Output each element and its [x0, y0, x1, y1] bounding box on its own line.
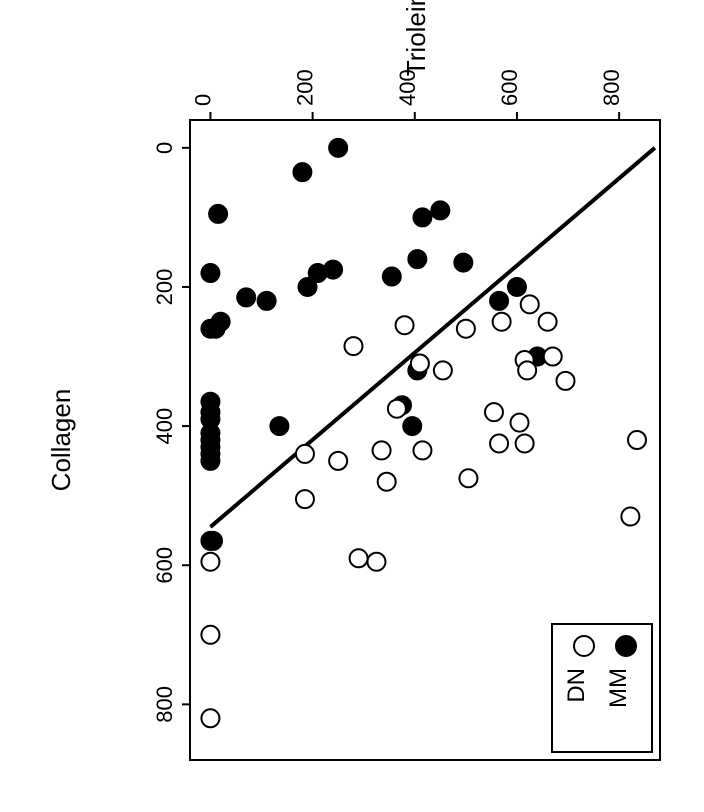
data-point: [388, 400, 406, 418]
x-tick-label: 200: [152, 269, 177, 306]
data-point: [209, 205, 227, 223]
data-point: [296, 445, 314, 463]
x-tick-label: 800: [152, 686, 177, 723]
legend-marker: [574, 636, 594, 656]
x-tick-label: 0: [152, 142, 177, 154]
data-point: [431, 201, 449, 219]
data-point: [413, 441, 431, 459]
data-point: [521, 295, 539, 313]
data-point: [490, 434, 508, 452]
data-point: [201, 264, 219, 282]
data-point: [296, 490, 314, 508]
data-point: [201, 532, 219, 550]
data-point: [621, 508, 639, 526]
data-point: [201, 553, 219, 571]
data-point: [329, 139, 347, 157]
data-point: [237, 288, 255, 306]
data-point: [413, 208, 431, 226]
data-point: [411, 354, 429, 372]
data-point: [383, 268, 401, 286]
data-point: [511, 414, 529, 432]
data-point: [270, 417, 288, 435]
y-tick-label: 800: [599, 69, 624, 106]
data-point: [201, 626, 219, 644]
data-point: [396, 316, 414, 334]
data-point: [490, 292, 508, 310]
data-point: [493, 313, 511, 331]
y-axis-title: Triolein: [401, 0, 431, 76]
data-point: [518, 361, 536, 379]
data-point: [201, 709, 219, 727]
y-tick-label: 200: [293, 69, 318, 106]
x-axis-title: Collagen: [46, 389, 76, 492]
y-tick-label: 600: [497, 69, 522, 106]
legend-label: DN: [563, 668, 590, 703]
data-point: [516, 434, 534, 452]
x-tick-label: 600: [152, 547, 177, 584]
chart-container: 02004006008000200400600800TrioleinCollag…: [0, 0, 704, 812]
data-point: [258, 292, 276, 310]
data-point: [373, 441, 391, 459]
data-point: [434, 361, 452, 379]
data-point: [350, 549, 368, 567]
data-point: [378, 473, 396, 491]
data-point: [367, 553, 385, 571]
data-point: [628, 431, 646, 449]
data-point: [485, 403, 503, 421]
data-point: [408, 250, 426, 268]
data-point: [293, 163, 311, 181]
data-point: [344, 337, 362, 355]
data-point: [556, 372, 574, 390]
data-point: [508, 278, 526, 296]
data-point: [459, 469, 477, 487]
x-tick-label: 400: [152, 408, 177, 445]
data-point: [539, 313, 557, 331]
data-point: [201, 452, 219, 470]
data-point: [403, 417, 421, 435]
data-point: [299, 278, 317, 296]
data-point: [544, 348, 562, 366]
y-tick-label: 0: [190, 94, 215, 106]
data-point: [457, 320, 475, 338]
data-point: [454, 254, 472, 272]
data-point: [207, 320, 225, 338]
data-point: [329, 452, 347, 470]
legend-marker: [616, 636, 636, 656]
legend-label: MM: [605, 668, 632, 708]
